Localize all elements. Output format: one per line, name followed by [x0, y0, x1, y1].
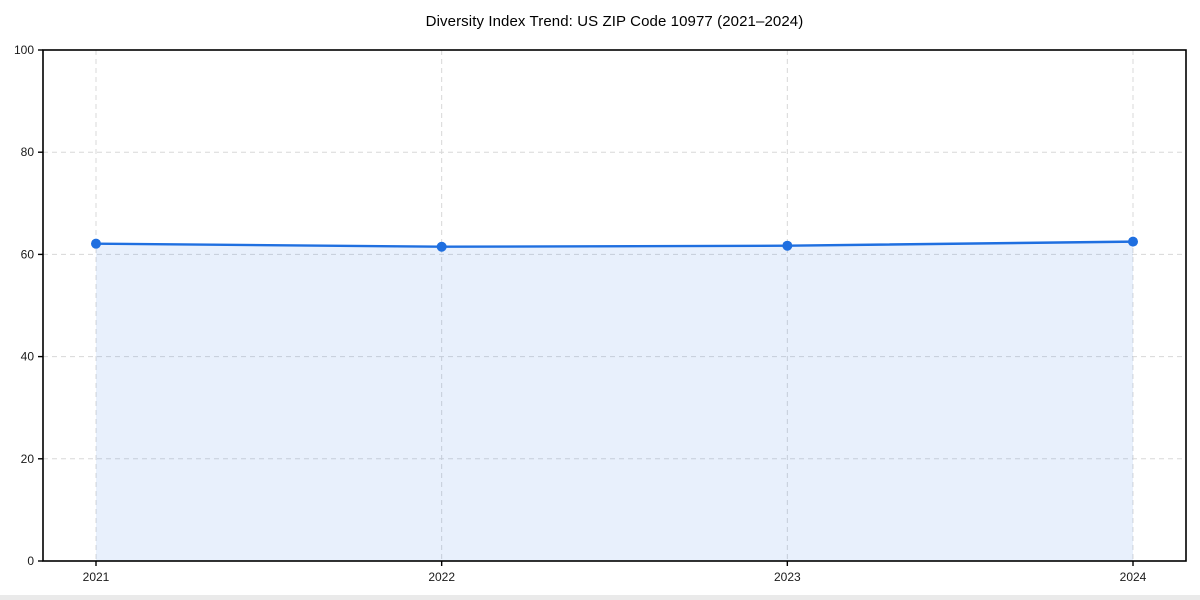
- data-point-marker: [782, 240, 793, 251]
- y-tick-label: 0: [27, 554, 34, 568]
- data-point-marker: [91, 238, 101, 249]
- y-tick-label: 100: [14, 43, 34, 57]
- chart-title: Diversity Index Trend: US ZIP Code 10977…: [425, 13, 804, 30]
- window-bottom-edge: [0, 595, 1200, 600]
- x-tick-label: 2024: [1120, 570, 1147, 584]
- area-fill: [96, 241, 1133, 561]
- y-tick-label: 60: [21, 247, 35, 261]
- x-tick-label: 2021: [83, 570, 110, 584]
- y-tick-label: 40: [21, 350, 35, 364]
- trend-line: [94, 240, 1135, 248]
- y-tick-label: 80: [21, 145, 35, 159]
- data-point-marker: [1128, 236, 1138, 247]
- data-point-marker: [436, 241, 447, 252]
- axes-border: [42, 49, 1187, 562]
- y-tick-label: 20: [21, 452, 35, 466]
- x-tick-label: 2022: [428, 570, 455, 584]
- x-tick-label: 2023: [774, 570, 801, 584]
